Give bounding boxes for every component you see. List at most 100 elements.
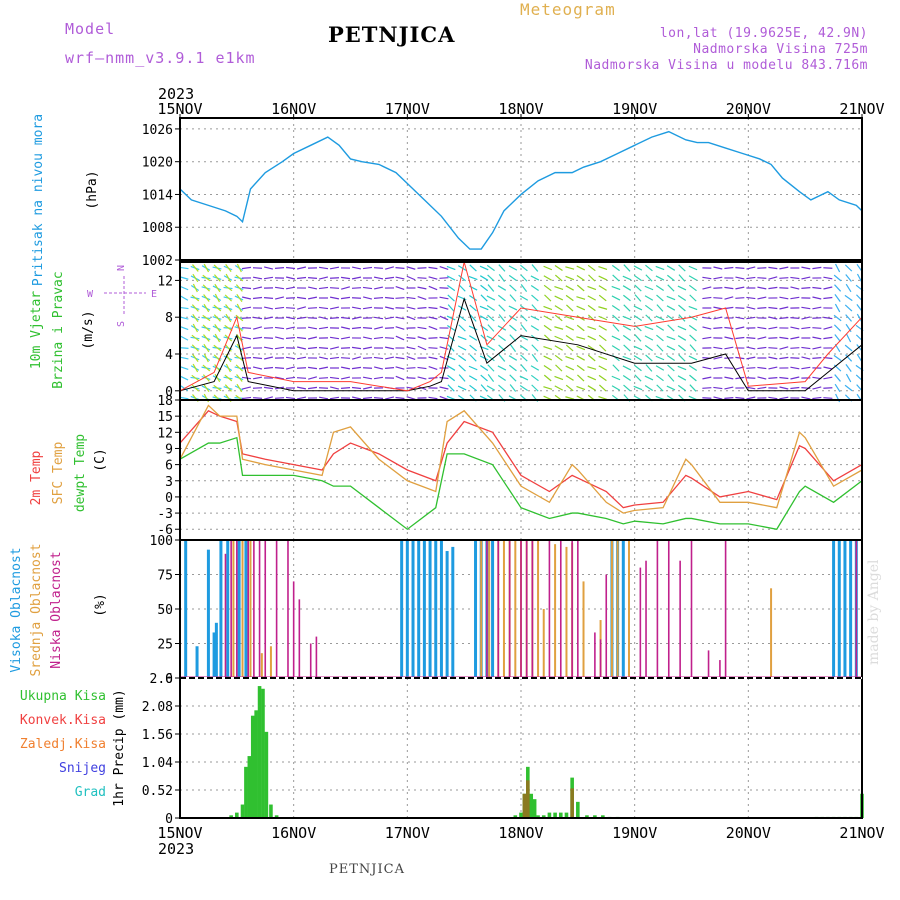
wind-arrow (834, 334, 841, 342)
wind-arrow (519, 385, 529, 391)
wind-arrow (203, 353, 209, 363)
wind-arrow (713, 346, 723, 350)
cloud-bar (724, 540, 727, 678)
cloud-bar (843, 540, 847, 678)
time-label-top: 17NOV (385, 100, 430, 118)
wind-arrow (790, 336, 800, 340)
wind-arrow (833, 354, 842, 362)
wind-arrow (373, 336, 384, 340)
wind-arrow (790, 376, 800, 380)
wind-arrow (275, 296, 285, 300)
wind-arrow (835, 263, 841, 273)
wind-arrow (611, 375, 621, 381)
wind-arrow (330, 386, 340, 390)
wind-arrow (307, 336, 318, 340)
wind-arrow (319, 316, 329, 320)
wind-arrow (203, 343, 210, 353)
wind-arrow (520, 314, 528, 322)
cloud-bar (770, 588, 773, 678)
wind-arrow (611, 335, 621, 341)
temp-sfc-label: SFC Temp (51, 442, 66, 505)
wind-arrow (362, 346, 373, 350)
wind-arrow (677, 295, 687, 301)
wind-arrow (417, 345, 427, 351)
wind-arrow (724, 346, 734, 350)
wind-arrow (531, 384, 539, 392)
wind-arrow (203, 303, 210, 313)
wind-arrow (634, 284, 642, 292)
wind-arrow (508, 305, 518, 311)
wind-arrow (834, 374, 841, 382)
wind-arrow (191, 374, 200, 382)
time-label-bottom: 15NOV (157, 824, 202, 842)
time-label-top: 15NOV (157, 100, 202, 118)
panel-frame (179, 677, 863, 819)
wind-arrow (845, 283, 852, 293)
wind-arrow (395, 366, 405, 370)
wind-arrow (202, 284, 210, 292)
wind-arrow (224, 324, 233, 332)
wind-arrow (214, 293, 220, 303)
wind-arrow (406, 266, 416, 270)
wind-arrow (656, 294, 664, 302)
wind-arrow (486, 295, 496, 301)
wind-arrow (598, 306, 608, 310)
wind-arrow (329, 296, 340, 300)
precip-bar (240, 804, 245, 818)
wind-arrow (667, 374, 675, 382)
precip-legend-label: Konvek.Kisa (20, 713, 106, 728)
data-layer (179, 130, 864, 818)
cloud-bar (264, 540, 267, 678)
precip-bar (532, 799, 537, 818)
wind-arrow (655, 374, 664, 382)
wind-arrow (779, 356, 789, 360)
wind-arrow (678, 314, 686, 322)
wind-arrow (498, 354, 506, 362)
wind-arrow (417, 376, 427, 380)
wind-arrow (468, 365, 478, 371)
wind-arrow (351, 316, 362, 320)
wind-arrow (406, 396, 416, 400)
wind-arrow (469, 314, 477, 322)
wind-arrow (543, 365, 552, 371)
wind-arrow (543, 284, 552, 292)
wind-arrow (702, 366, 712, 370)
wind-arrow (487, 354, 495, 362)
cloud-bar (195, 646, 199, 678)
wind-arrow (307, 277, 318, 279)
precip-bar (257, 686, 262, 818)
wind-arrow (384, 346, 395, 350)
axes-layer: 10261020101410081002128401815129630-3-61… (142, 114, 863, 827)
cloud-bar (445, 551, 449, 678)
model-elevation: Nadmorska Visina u modelu 843.716m (584, 58, 868, 73)
wind-arrow (823, 326, 833, 330)
wind-arrow (688, 275, 698, 281)
wind-arrow (746, 386, 756, 390)
wind-arrow (263, 346, 274, 350)
wind-arrow (801, 396, 811, 400)
wind-arrow (241, 327, 252, 329)
wind-arrow (373, 356, 384, 360)
wind-arrow (241, 376, 252, 380)
precip-bar (526, 780, 530, 818)
time-label-bottom: 21NOV (839, 824, 884, 842)
wind-arrow (274, 306, 285, 310)
time-label-top: 21NOV (839, 100, 884, 118)
wind-arrow (179, 295, 189, 301)
wind-arrow (812, 357, 822, 359)
cloud-bar (525, 540, 528, 678)
wind-arrow (296, 377, 307, 379)
time-label-bottom: 17NOV (385, 824, 430, 842)
wind-arrow (645, 314, 653, 322)
wind-arrow (845, 274, 852, 282)
wind-arrow (622, 355, 632, 361)
wind-arrow (285, 396, 296, 400)
wind-arrow (845, 323, 852, 333)
wind-arrow (428, 347, 438, 349)
wind-arrow (655, 365, 665, 371)
wind-arrow (666, 385, 676, 391)
wind-arrow (406, 306, 416, 310)
wind-arrow (179, 365, 189, 371)
wind-arrow (611, 295, 621, 301)
wind-arrow (307, 326, 318, 330)
